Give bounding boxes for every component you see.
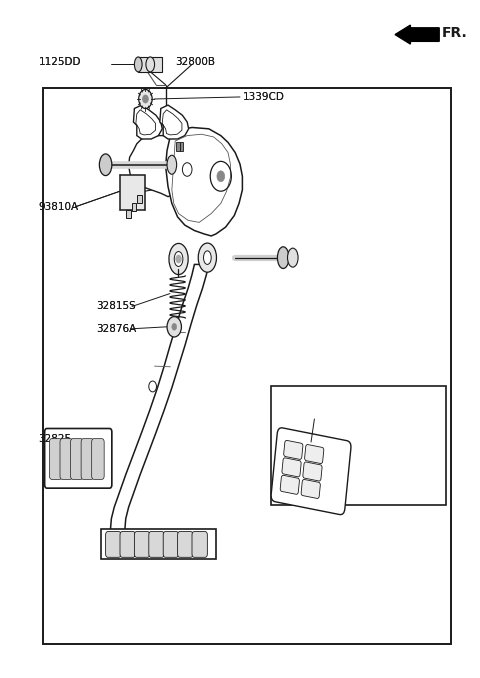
Bar xyxy=(120,175,145,210)
Text: 1339CD: 1339CD xyxy=(242,92,284,102)
FancyBboxPatch shape xyxy=(49,439,62,479)
Polygon shape xyxy=(129,136,187,197)
Circle shape xyxy=(172,323,177,330)
Text: (METAL PAD): (METAL PAD) xyxy=(283,399,346,408)
Text: 32825: 32825 xyxy=(38,435,72,444)
Text: 32815S: 32815S xyxy=(96,302,136,311)
Text: 32876A: 32876A xyxy=(96,324,136,334)
Text: 32825: 32825 xyxy=(298,410,331,420)
Circle shape xyxy=(167,317,181,337)
Text: 1125DD: 1125DD xyxy=(38,58,81,67)
Text: 93810A: 93810A xyxy=(38,202,79,212)
Bar xyxy=(176,142,180,151)
FancyBboxPatch shape xyxy=(149,532,164,557)
Polygon shape xyxy=(133,105,162,139)
FancyBboxPatch shape xyxy=(301,479,320,498)
Text: 32800B: 32800B xyxy=(175,58,215,67)
Bar xyxy=(180,142,183,151)
Circle shape xyxy=(143,95,148,103)
FancyBboxPatch shape xyxy=(60,439,72,479)
Polygon shape xyxy=(160,105,189,139)
FancyBboxPatch shape xyxy=(271,428,351,515)
Ellipse shape xyxy=(288,248,298,267)
Text: 32825: 32825 xyxy=(298,410,331,420)
FancyBboxPatch shape xyxy=(284,441,303,460)
Polygon shape xyxy=(166,127,242,236)
Text: 32815S: 32815S xyxy=(96,302,136,311)
FancyBboxPatch shape xyxy=(45,428,112,488)
FancyArrow shape xyxy=(395,25,439,44)
Bar xyxy=(138,57,162,72)
Bar xyxy=(132,203,136,211)
Circle shape xyxy=(217,171,225,182)
Ellipse shape xyxy=(134,57,142,72)
Bar xyxy=(43,88,451,644)
FancyBboxPatch shape xyxy=(192,532,207,557)
FancyBboxPatch shape xyxy=(280,475,300,494)
Ellipse shape xyxy=(146,57,155,72)
FancyBboxPatch shape xyxy=(178,532,193,557)
Text: 32876A: 32876A xyxy=(96,324,136,334)
Ellipse shape xyxy=(198,243,216,272)
Text: 93810A: 93810A xyxy=(38,202,79,212)
Ellipse shape xyxy=(174,252,183,266)
Ellipse shape xyxy=(277,247,289,268)
Bar xyxy=(126,210,131,218)
Circle shape xyxy=(176,255,181,263)
Ellipse shape xyxy=(169,243,188,275)
FancyBboxPatch shape xyxy=(120,532,135,557)
FancyBboxPatch shape xyxy=(282,458,301,477)
Ellipse shape xyxy=(204,251,211,264)
Bar xyxy=(271,386,446,505)
Text: FR.: FR. xyxy=(442,26,468,39)
Polygon shape xyxy=(110,264,209,557)
Text: 1125DD: 1125DD xyxy=(38,58,81,67)
FancyBboxPatch shape xyxy=(303,462,322,481)
FancyBboxPatch shape xyxy=(81,439,94,479)
FancyBboxPatch shape xyxy=(305,445,324,464)
Bar xyxy=(137,195,142,203)
Ellipse shape xyxy=(167,155,177,174)
Bar xyxy=(101,529,216,559)
FancyBboxPatch shape xyxy=(106,532,121,557)
Circle shape xyxy=(139,89,152,108)
Text: 32800B: 32800B xyxy=(175,58,215,67)
FancyBboxPatch shape xyxy=(163,532,179,557)
Text: 1339CD: 1339CD xyxy=(242,92,284,102)
FancyBboxPatch shape xyxy=(134,532,150,557)
Text: (METAL PAD): (METAL PAD) xyxy=(283,399,346,408)
Text: 32825: 32825 xyxy=(38,435,72,444)
Ellipse shape xyxy=(99,154,112,176)
FancyBboxPatch shape xyxy=(92,439,104,479)
FancyBboxPatch shape xyxy=(71,439,83,479)
